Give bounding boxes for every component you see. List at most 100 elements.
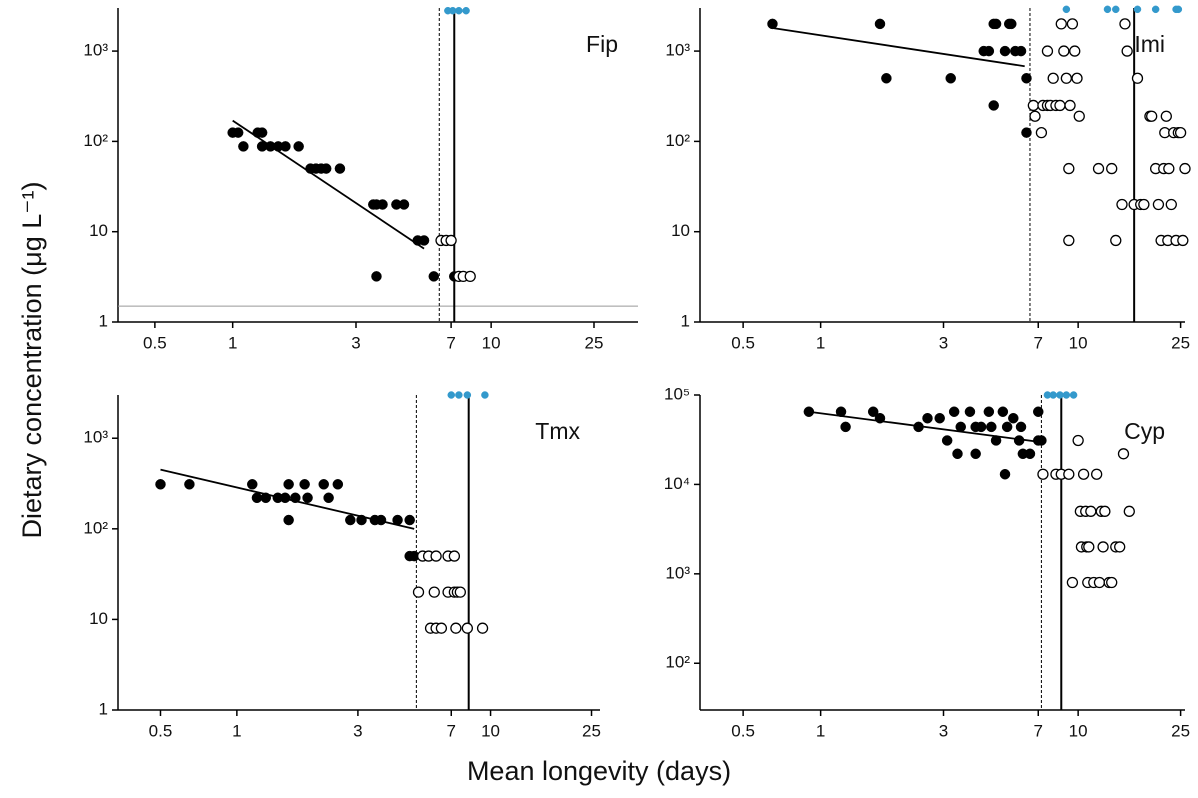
point: [283, 514, 294, 526]
y-tick-label: 10²: [83, 131, 108, 150]
fit-line: [808, 410, 1039, 443]
fit-line: [232, 119, 425, 250]
point: [371, 271, 382, 282]
point: [1056, 391, 1064, 399]
x-tick-label: 0.5: [731, 333, 755, 352]
point: [1063, 234, 1075, 247]
point: [983, 45, 995, 57]
point: [1006, 18, 1017, 30]
point: [412, 586, 425, 598]
x-tick-label: 10: [482, 333, 501, 352]
point: [455, 6, 463, 15]
point: [476, 622, 489, 634]
point: [1055, 18, 1067, 30]
point: [1027, 99, 1040, 112]
x-tick-label: 0.5: [143, 333, 167, 352]
x-tick-label: 0.5: [731, 721, 755, 740]
x-tick-label: 1: [232, 721, 241, 740]
point: [767, 18, 778, 30]
point: [1179, 162, 1191, 175]
y-tick-label: 10²: [665, 653, 690, 672]
point: [155, 479, 166, 490]
x-tick-label: 1: [228, 333, 237, 352]
x-tick-label: 10: [1069, 333, 1088, 352]
point: [1062, 391, 1071, 399]
x-tick-label: 25: [1171, 333, 1190, 352]
x-tick-label: 25: [582, 721, 601, 740]
y-tick-label: 10⁵: [664, 384, 690, 403]
y-tick-label: 10³: [665, 563, 690, 582]
point: [377, 199, 388, 210]
point: [1092, 162, 1105, 175]
y-tick-label: 10²: [665, 131, 690, 150]
point: [251, 492, 263, 504]
point: [455, 391, 463, 399]
point: [1093, 576, 1106, 589]
fit-line: [160, 468, 415, 530]
point: [1121, 45, 1133, 57]
point: [238, 141, 249, 152]
x-tick-label: 10: [481, 721, 500, 740]
point: [945, 73, 956, 84]
point: [323, 492, 334, 504]
x-tick-label: 3: [939, 721, 948, 740]
point: [334, 163, 346, 174]
point: [404, 514, 415, 526]
x-tick-label: 7: [447, 721, 456, 740]
x-axis-label: Mean longevity (days): [467, 756, 731, 786]
x-tick-label: 0.5: [149, 721, 173, 740]
point: [1035, 126, 1048, 139]
point: [988, 100, 999, 111]
point: [454, 586, 466, 598]
point: [1106, 162, 1118, 175]
x-tick-label: 25: [585, 333, 604, 352]
point: [874, 18, 886, 30]
point: [462, 6, 470, 15]
point: [299, 479, 310, 490]
point: [302, 492, 313, 504]
point: [1133, 5, 1142, 14]
point: [1152, 198, 1165, 211]
point: [461, 622, 473, 634]
fit-line: [772, 27, 1025, 68]
point: [447, 391, 456, 399]
y-tick-label: 10: [89, 221, 108, 240]
point: [1174, 126, 1187, 139]
point: [1151, 5, 1160, 14]
point: [999, 45, 1011, 57]
point: [970, 448, 981, 460]
point: [1103, 5, 1112, 14]
point: [280, 141, 291, 152]
point: [1060, 72, 1073, 84]
point: [1083, 541, 1095, 553]
point: [398, 199, 410, 210]
point: [481, 391, 489, 399]
point: [1160, 110, 1172, 122]
point: [1063, 468, 1075, 480]
point: [1062, 5, 1071, 14]
point: [840, 421, 851, 433]
point: [990, 18, 1002, 30]
point: [1054, 99, 1066, 112]
point: [1069, 391, 1078, 399]
point: [1066, 18, 1079, 30]
y-tick-label: 10³: [665, 41, 690, 60]
point: [430, 550, 442, 562]
point: [464, 270, 476, 283]
point: [1112, 5, 1120, 14]
point: [463, 391, 472, 399]
point: [975, 421, 987, 433]
point: [1036, 435, 1047, 446]
point: [1037, 468, 1049, 480]
y-tick-label: 10³: [83, 428, 108, 447]
panel-title: Imi: [1134, 31, 1165, 57]
point: [999, 468, 1011, 480]
point: [448, 550, 461, 562]
point: [1033, 406, 1044, 417]
point: [1064, 99, 1076, 112]
point: [1049, 391, 1057, 399]
point: [1029, 110, 1041, 122]
x-tick-label: 25: [1171, 721, 1190, 740]
x-tick-label: 1: [816, 721, 825, 740]
